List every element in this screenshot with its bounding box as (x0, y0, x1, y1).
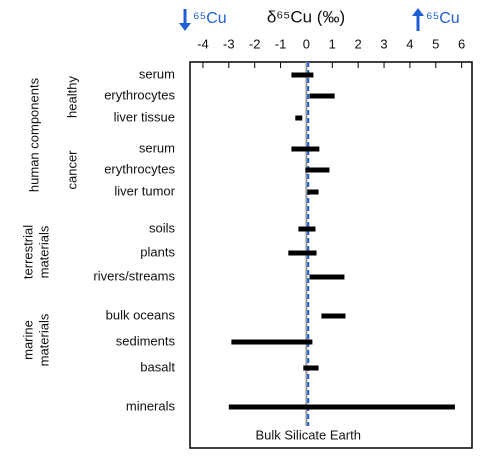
category-label: serum (139, 66, 175, 81)
x-tick-label: -1 (275, 36, 287, 51)
category-label: soils (149, 220, 176, 235)
range-bar (298, 226, 316, 232)
range-bar (231, 339, 313, 345)
group-label: human components (26, 77, 41, 192)
range-bar (288, 250, 317, 256)
group-label: terrestrial (20, 225, 35, 279)
range-bar (228, 404, 455, 410)
right-arrow (412, 8, 424, 31)
range-bar (309, 93, 335, 99)
range-bar (291, 72, 314, 78)
range-bar (309, 274, 345, 280)
chart-title: δ⁶⁵Cu (‰) (267, 7, 345, 26)
group-label: materials (36, 313, 51, 366)
category-label: erythrocytes (104, 161, 175, 176)
x-tick-label: 5 (432, 36, 439, 51)
x-tick-label: -3 (223, 36, 235, 51)
left-annotation: ⁶⁵Cu (193, 10, 227, 27)
group-label: materials (36, 225, 51, 278)
range-bar (321, 313, 346, 319)
group-label: healthy (64, 76, 79, 118)
x-tick-label: 4 (406, 36, 413, 51)
x-tick-label: 6 (458, 36, 465, 51)
range-bar (305, 167, 330, 173)
plot-frame (189, 61, 473, 449)
group-label: marine (20, 320, 35, 360)
x-tick-label: 1 (329, 36, 336, 51)
category-label: minerals (126, 398, 176, 413)
range-bar (291, 146, 320, 152)
x-tick-label: 3 (380, 36, 387, 51)
category-label: serum (139, 140, 175, 155)
range-bar (303, 365, 319, 371)
category-label: liver tissue (114, 109, 175, 124)
category-label: plants (140, 244, 175, 259)
group-label: cancer (64, 150, 79, 190)
category-label: rivers/streams (93, 268, 175, 283)
category-label: sediments (116, 333, 176, 348)
right-annotation: ⁶⁵Cu (426, 10, 460, 27)
category-label: liver tumor (114, 183, 175, 198)
x-tick-label: 2 (355, 36, 362, 51)
x-tick-label: 0 (303, 36, 310, 51)
category-label: erythrocytes (104, 87, 175, 102)
category-label: basalt (140, 359, 175, 374)
category-label: bulk oceans (106, 307, 176, 322)
x-tick-label: -2 (249, 36, 261, 51)
reference-label: Bulk Silicate Earth (255, 427, 361, 442)
range-bar (295, 115, 303, 121)
left-arrow (179, 9, 191, 31)
range-bar (307, 189, 319, 195)
x-tick-label: -4 (197, 36, 209, 51)
